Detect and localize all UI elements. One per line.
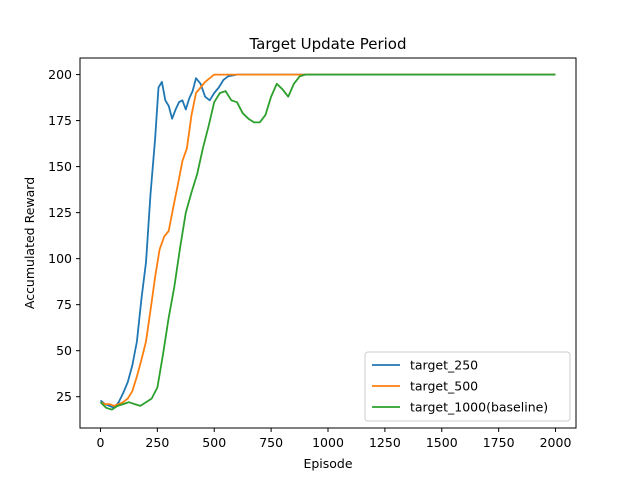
x-tick-label: 750 (259, 435, 283, 450)
series-line-target-1000-baseline (99, 73, 556, 411)
x-tick-label: 250 (145, 435, 169, 450)
y-tick-label: 200 (48, 67, 72, 82)
x-tick-label: 1500 (426, 435, 458, 450)
y-tick-label: 50 (56, 343, 72, 358)
series-line-target-250 (99, 73, 556, 409)
x-tick-label: 1250 (369, 435, 401, 450)
y-tick-label: 100 (48, 251, 72, 266)
y-tick-label: 175 (48, 113, 72, 128)
y-axis-ticks: 25 50 75 100 125 150 175 200 (48, 67, 80, 404)
legend-box (364, 351, 571, 422)
y-tick-label: 150 (48, 159, 72, 174)
series-line-target-500 (100, 73, 556, 407)
y-tick-label: 25 (56, 389, 72, 404)
x-tick-label: 2000 (540, 435, 572, 450)
y-tick-label: 75 (56, 297, 72, 312)
x-tick-label: 1000 (312, 435, 344, 450)
series-layer (99, 73, 556, 411)
y-axis-title: Accumulated Reward (22, 177, 37, 309)
legend-label-target-500: target_500 (410, 379, 478, 394)
chart-title: Target Update Period (248, 35, 406, 53)
x-axis-title: Episode (303, 456, 352, 471)
legend-label-target-250: target_250 (410, 358, 478, 373)
legend-label-target-1000-baseline: target_1000(baseline) (410, 400, 548, 415)
legend: target_250 target_500 target_1000(baseli… (364, 351, 571, 422)
x-tick-label: 0 (97, 435, 105, 450)
y-tick-label: 125 (48, 205, 72, 220)
x-tick-label: 500 (202, 435, 226, 450)
x-axis-ticks: 0 250 500 750 1000 1250 1500 1750 2000 (97, 428, 572, 450)
x-tick-label: 1750 (483, 435, 515, 450)
